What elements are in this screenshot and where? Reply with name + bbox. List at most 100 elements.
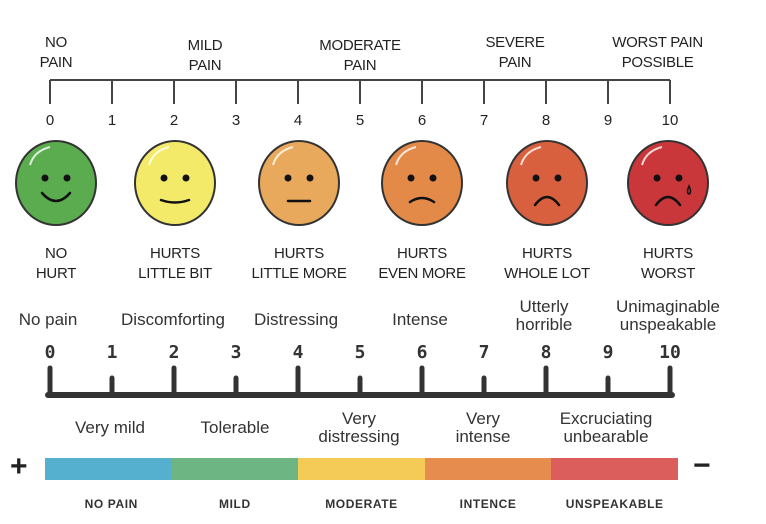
top-number: 10 [661, 112, 679, 129]
label-line: SEVERE [485, 34, 545, 51]
bold-number: 2 [168, 342, 180, 363]
label-line: NO [45, 245, 67, 262]
bold-number: 0 [44, 342, 56, 363]
descriptor-label: Very distressing [289, 410, 429, 446]
descriptor-label: Utterly horrible [474, 298, 614, 334]
label-line: Intense [392, 310, 448, 329]
faces [15, 140, 709, 226]
label-line: Very [341, 410, 377, 428]
label-line: LITTLE BIT [138, 265, 212, 282]
top-number: 4 [293, 112, 303, 129]
top-label: NO PAIN [0, 33, 116, 73]
bold-number: 7 [478, 342, 490, 363]
top-number: 7 [479, 112, 489, 129]
face-label: HURTS EVEN MORE [357, 244, 487, 284]
label-line: HURTS [274, 245, 324, 262]
face-flat-icon [258, 140, 340, 226]
face-smile-icon [15, 140, 97, 226]
label-line: PAIN [498, 54, 532, 71]
label-line: horrible [515, 315, 573, 334]
bold-number: 5 [354, 342, 366, 363]
label-line: Very mild [75, 419, 145, 437]
minus-sign: − [693, 449, 711, 482]
face-label: HURTS LITTLE BIT [110, 244, 240, 284]
top-label: SEVERE PAIN [455, 33, 575, 73]
descriptor-label: Intense [350, 311, 490, 329]
descriptor-label: Distressing [226, 311, 366, 329]
label-line: WHOLE LOT [504, 265, 590, 282]
color-segment [171, 458, 299, 480]
face-frown-tear-icon [627, 140, 709, 226]
label-line: intense [455, 427, 511, 446]
label-line: WORST PAIN [612, 34, 703, 51]
segment-label: MODERATE [325, 497, 398, 511]
label-line: Very [465, 410, 501, 428]
label-line: Unimaginable [616, 297, 720, 316]
top-number: 9 [603, 112, 613, 129]
label-line: LITTLE MORE [251, 265, 347, 282]
label-line: PAIN [188, 57, 222, 74]
segment-label: INTENCE [459, 497, 517, 511]
label-line: WORST [640, 265, 696, 282]
bold-number: 4 [292, 342, 304, 363]
color-segment [298, 458, 426, 480]
face-frown-icon [506, 140, 588, 226]
top-label: WORST PAIN POSSIBLE [598, 33, 718, 73]
plus-sign: + [10, 450, 28, 483]
label-line: unspeakable [619, 315, 717, 334]
top-number: 0 [45, 112, 55, 129]
face-label: HURTS LITTLE MORE [234, 244, 364, 284]
label-line: Tolerable [200, 419, 270, 437]
bold-number: 8 [540, 342, 552, 363]
label-line: EVEN MORE [378, 265, 466, 282]
descriptor-label: Unimaginable unspeakable [598, 298, 738, 334]
top-number: 6 [417, 112, 427, 129]
segment-label: UNSPEAKABLE [565, 497, 664, 511]
label-line: HURTS [522, 245, 572, 262]
label-line: HURTS [150, 245, 200, 262]
label-line: NO [45, 34, 67, 51]
top-label: MODERATE PAIN [300, 36, 420, 76]
label-line: unbearable [563, 427, 649, 446]
bold-number: 3 [230, 342, 242, 363]
descriptor-label: No pain [0, 311, 118, 329]
top-number: 1 [107, 112, 117, 129]
bold-number: 6 [416, 342, 428, 363]
top-label: MILD PAIN [145, 36, 265, 76]
descriptor-label: Excruciating unbearable [536, 410, 676, 446]
top-number: 5 [355, 112, 365, 129]
color-segment [45, 458, 173, 480]
bold-number: 9 [602, 342, 614, 363]
segment-label: NO PAIN [84, 497, 138, 511]
top-number: 2 [169, 112, 179, 129]
label-line: distressing [318, 427, 400, 446]
label-line: HURTS [397, 245, 447, 262]
face-slight-frown-icon [381, 140, 463, 226]
label-line: Utterly [519, 297, 569, 316]
descriptor-label: Very mild [40, 419, 180, 455]
label-line: Discomforting [121, 310, 225, 329]
top-number: 3 [231, 112, 241, 129]
descriptor-label: Very intense [413, 410, 553, 446]
descriptor-label: Tolerable [165, 419, 305, 455]
label-line: MODERATE [319, 37, 401, 54]
bottom-ruler [45, 365, 675, 398]
bold-number: 1 [106, 342, 118, 363]
color-segment [551, 458, 679, 480]
face-small-smile-icon [134, 140, 216, 226]
label-line: PAIN [343, 57, 377, 74]
label-line: POSSIBLE [621, 54, 694, 71]
face-label: HURTS WHOLE LOT [482, 244, 612, 284]
face-label: NO HURT [0, 244, 121, 284]
label-line: HURT [35, 265, 77, 282]
bold-number: 10 [659, 342, 681, 363]
face-label: HURTS WORST [603, 244, 733, 284]
label-line: No pain [18, 310, 78, 329]
label-line: MILD [187, 37, 223, 54]
color-segment [424, 458, 552, 480]
label-line: HURTS [643, 245, 693, 262]
top-ruler [49, 79, 671, 104]
descriptor-label: Discomforting [103, 311, 243, 329]
top-number: 8 [541, 112, 551, 129]
